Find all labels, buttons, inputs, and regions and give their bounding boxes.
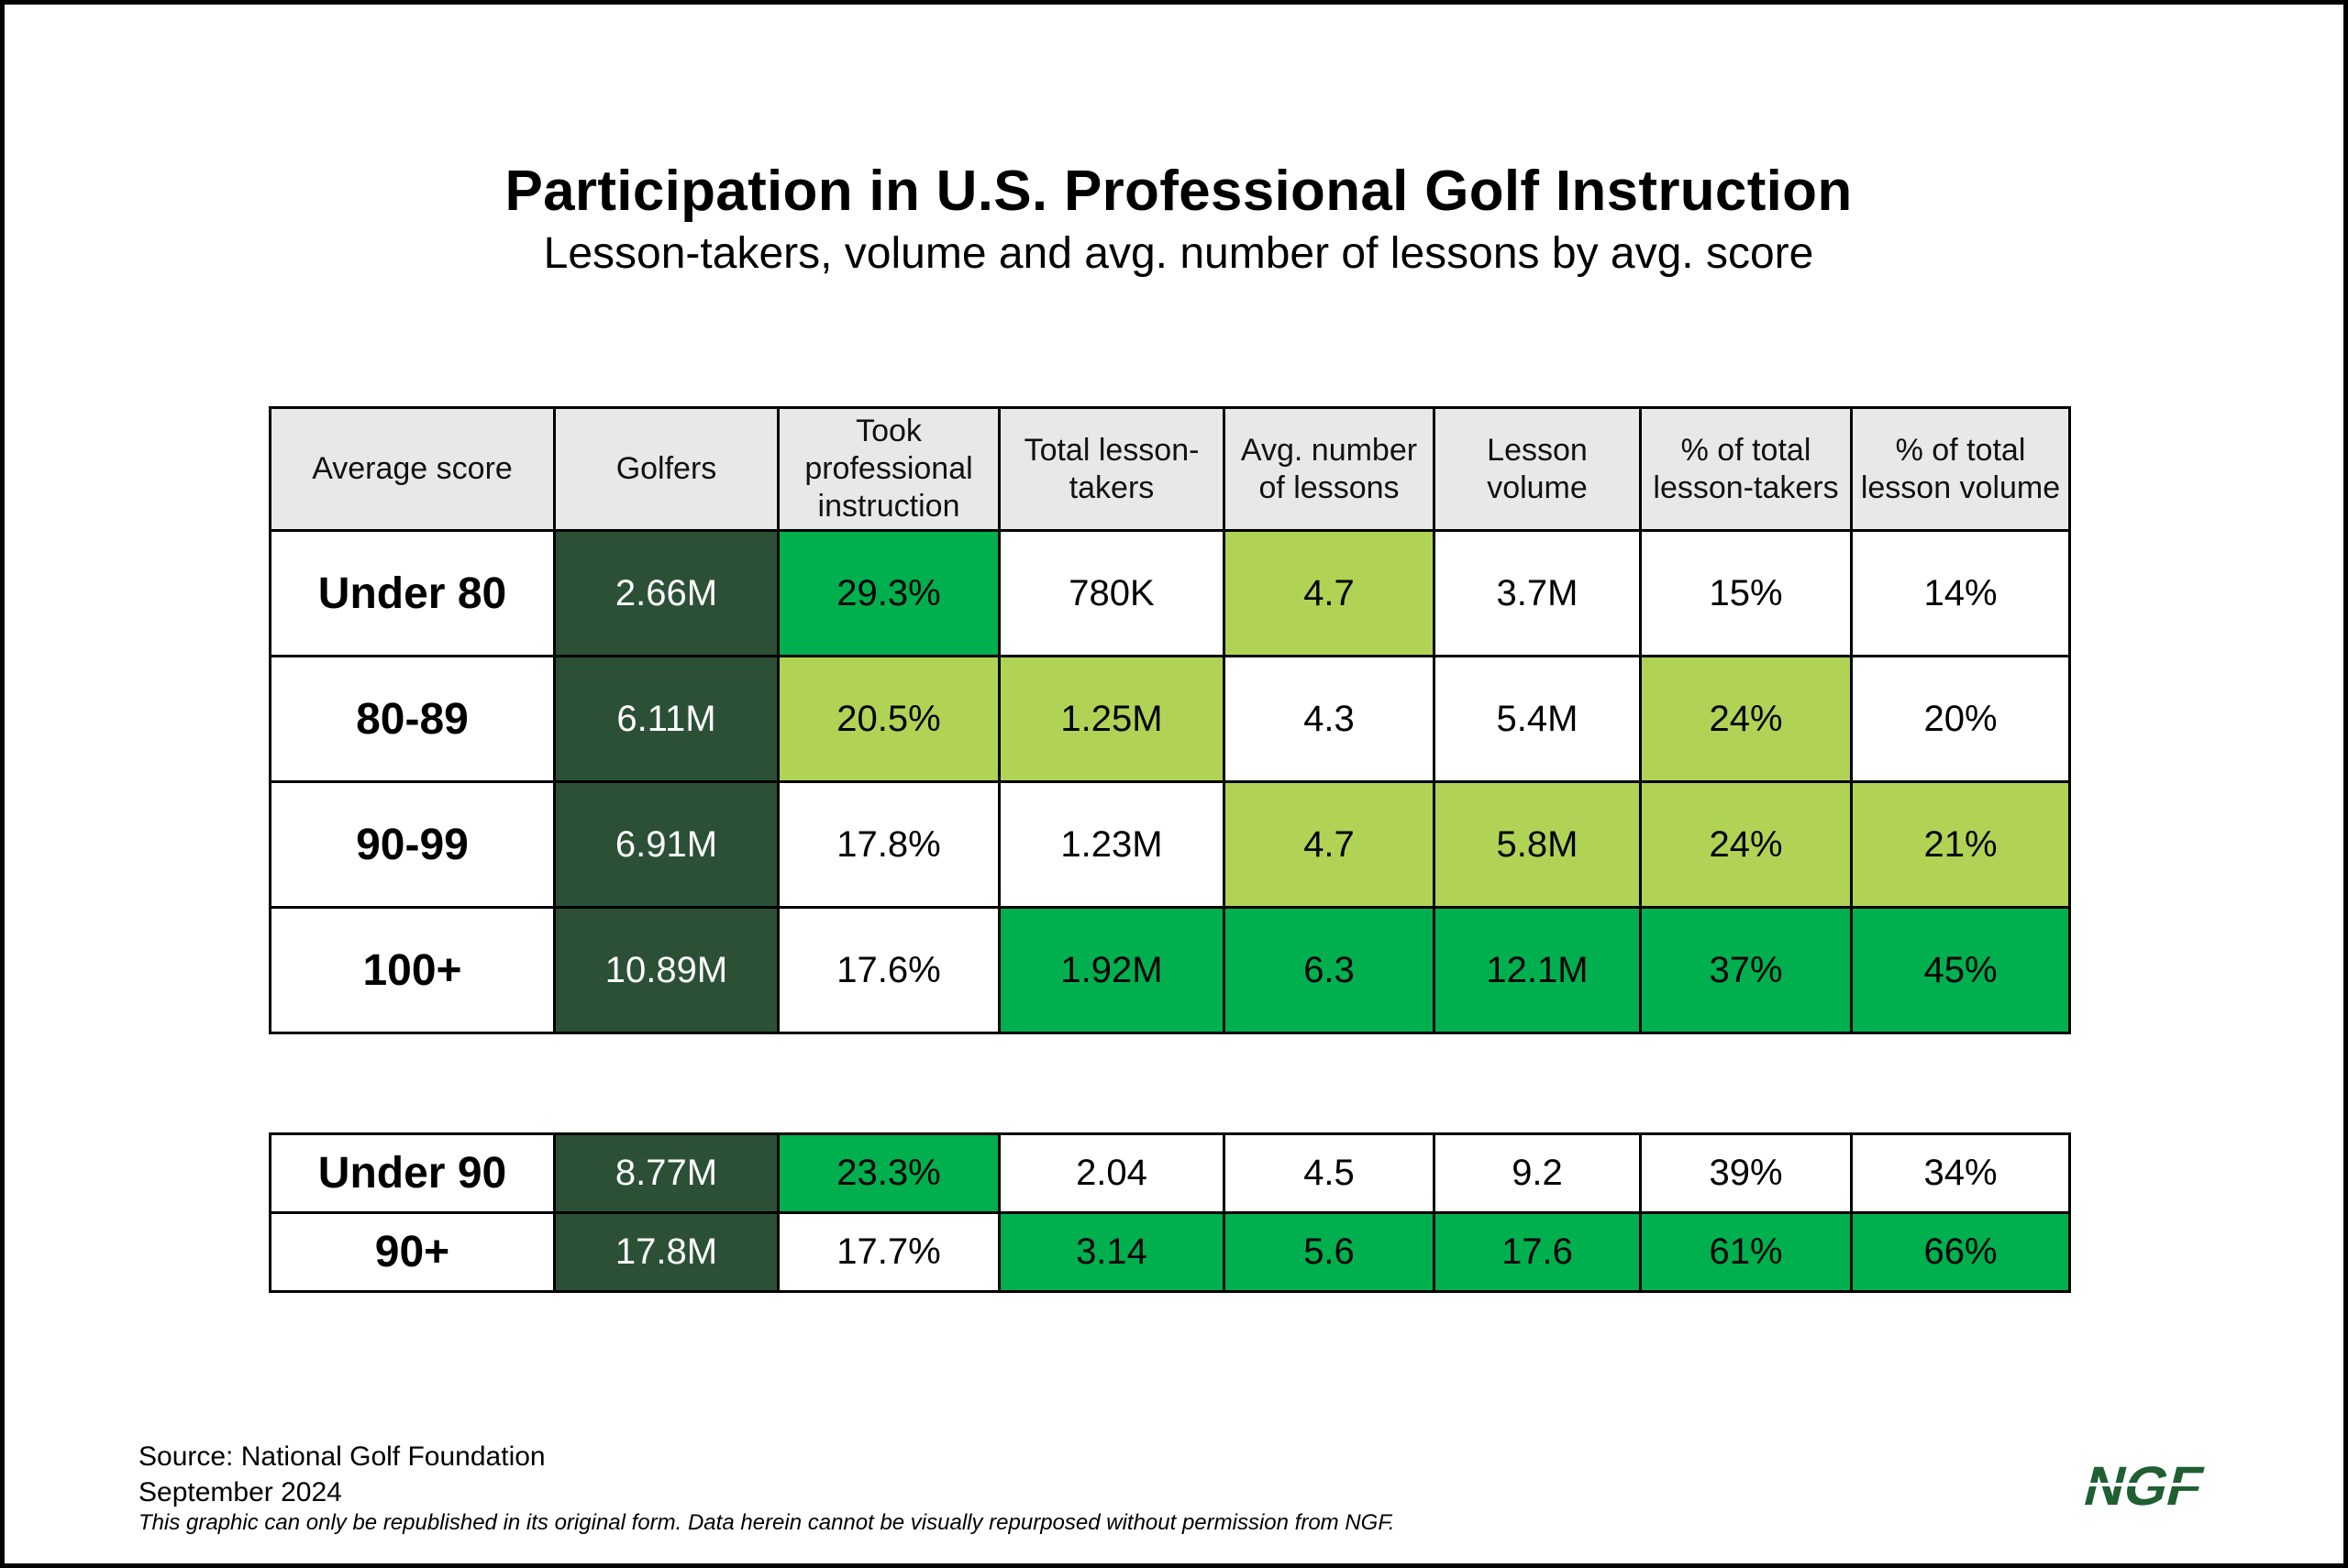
table-cell: 10.89M (553, 906, 780, 1034)
table-cell: 34% (1850, 1132, 2071, 1214)
table-cell: 2.04 (998, 1132, 1225, 1214)
chart-subtitle: Lesson-takers, volume and avg. number of… (543, 229, 1814, 278)
table-cell: 45% (1850, 906, 2071, 1034)
main-data-table: Average score Golfers Took professional … (269, 406, 2071, 1034)
table-cell: 21% (1850, 780, 2071, 909)
table-cell: 24% (1639, 780, 1853, 909)
table-cell: 17.8% (777, 780, 1001, 909)
column-header: Took professional instruction (777, 406, 1001, 532)
table-cell: 1.25M (998, 655, 1225, 783)
table-row: 90+ 17.8M 17.7% 3.14 5.6 17.6 61% 66% (269, 1211, 2071, 1293)
table-cell: 29.3% (777, 529, 1001, 657)
table-cell: 24% (1639, 655, 1853, 783)
table-cell: 17.6 (1433, 1211, 1642, 1293)
table-cell: 4.7 (1223, 529, 1435, 657)
date-text: September 2024 (138, 1477, 342, 1507)
summary-data-table: Under 90 8.77M 23.3% 2.04 4.5 9.2 39% 34% 90+ 17.… (269, 1132, 2071, 1293)
row-label: Under 80 (269, 529, 556, 657)
table-cell: 14% (1850, 529, 2071, 657)
table-row: 80-89 6.11M 20.5% 1.25M 4.3 5.4M 24% 20% (269, 655, 2071, 783)
row-label: 80-89 (269, 655, 556, 783)
ngf-logo: NGF (2078, 1455, 2219, 1517)
source-text: Source: National Golf Foundation (138, 1441, 546, 1472)
column-header: % of total lesson-takers (1639, 406, 1853, 532)
table-cell: 12.1M (1433, 906, 1642, 1034)
table-cell: 20.5% (777, 655, 1001, 783)
table-cell: 1.92M (998, 906, 1225, 1034)
header-row: Average score Golfers Took professional … (269, 406, 2071, 532)
table-row: Under 90 8.77M 23.3% 2.04 4.5 9.2 39% 34% (269, 1132, 2071, 1214)
row-label: Under 90 (269, 1132, 556, 1214)
table-cell: 61% (1639, 1211, 1853, 1293)
table-cell: 5.6 (1223, 1211, 1435, 1293)
column-header: % of total lesson volume (1850, 406, 2071, 532)
table-cell: 20% (1850, 655, 2071, 783)
table-cell: 23.3% (777, 1132, 1001, 1214)
column-header: Golfers (553, 406, 780, 532)
table-cell: 39% (1639, 1132, 1853, 1214)
column-header: Avg. number of lessons (1223, 406, 1435, 532)
table-cell: 6.91M (553, 780, 780, 909)
table-cell: 6.11M (553, 655, 780, 783)
table-cell: 2.66M (553, 529, 780, 657)
disclaimer-text: This graphic can only be republished in … (138, 1510, 1395, 1535)
table-row: 100+ 10.89M 17.6% 1.92M 6.3 12.1M 37% 45% (269, 906, 2071, 1034)
table-cell: 4.7 (1223, 780, 1435, 909)
table-cell: 780K (998, 529, 1225, 657)
table-cell: 8.77M (553, 1132, 780, 1214)
table-cell: 4.5 (1223, 1132, 1435, 1214)
table-cell: 9.2 (1433, 1132, 1642, 1214)
column-header: Average score (269, 406, 556, 532)
chart-title: Participation in U.S. Professional Golf … (504, 160, 1853, 223)
table-cell: 1.23M (998, 780, 1225, 909)
column-header: Lesson volume (1433, 406, 1642, 532)
table-cell: 66% (1850, 1211, 2071, 1293)
table-cell: 15% (1639, 529, 1853, 657)
table-cell: 5.8M (1433, 780, 1642, 909)
table-cell: 4.3 (1223, 655, 1435, 783)
table-cell: 3.7M (1433, 529, 1642, 657)
source-note: Source: National Golf Foundation Septemb… (138, 1439, 546, 1510)
table-row: Under 80 2.66M 29.3% 780K 4.7 3.7M 15% 14% (269, 529, 2071, 657)
row-label: 90+ (269, 1211, 556, 1293)
table-cell: 17.8M (553, 1211, 780, 1293)
table-cell: 6.3 (1223, 906, 1435, 1034)
table-cell: 5.4M (1433, 655, 1642, 783)
row-label: 90-99 (269, 780, 556, 909)
table-cell: 17.6% (777, 906, 1001, 1034)
table-cell: 37% (1639, 906, 1853, 1034)
table-cell: 3.14 (998, 1211, 1225, 1293)
column-header: Total lesson-takers (998, 406, 1225, 532)
table-row: 90-99 6.91M 17.8% 1.23M 4.7 5.8M 24% 21% (269, 780, 2071, 909)
table-cell: 17.7% (777, 1211, 1001, 1293)
row-label: 100+ (269, 906, 556, 1034)
